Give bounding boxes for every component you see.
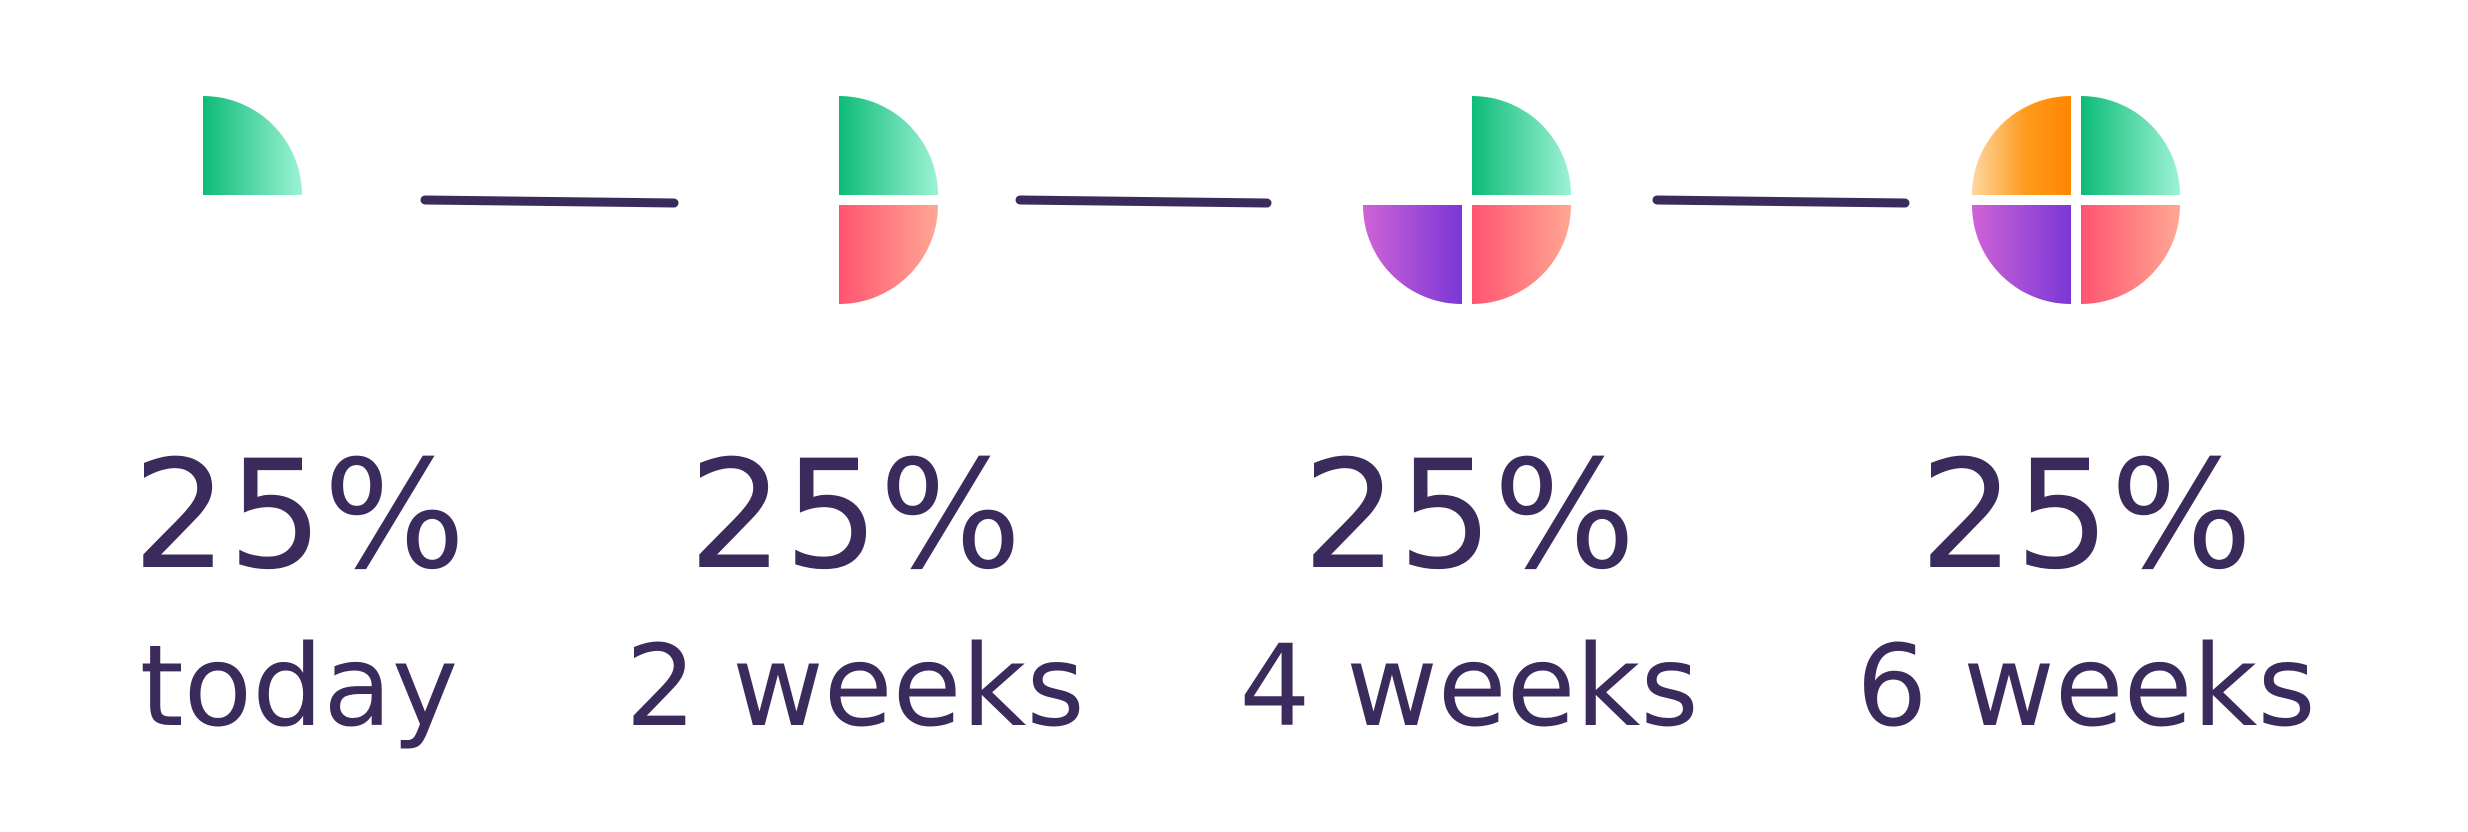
installment-label: 6 weeks — [1856, 622, 2315, 752]
pie-quarter — [1472, 96, 1571, 195]
pie-quarter — [1472, 205, 1571, 304]
pie-quarter — [2081, 205, 2180, 304]
pie-quarter — [2081, 96, 2180, 195]
installment-amount: 25% — [1919, 429, 2252, 603]
installment-amount: 25% — [688, 429, 1021, 603]
installment-label: 4 weeks — [1239, 622, 1698, 752]
installment-amount: 25% — [132, 429, 465, 603]
installment-label: 2 weeks — [625, 622, 1084, 752]
pie-quarter — [1972, 205, 2071, 304]
pie-quarter — [839, 205, 938, 304]
installment-amount: 25% — [1302, 429, 1635, 603]
installment-label: today — [140, 622, 458, 752]
connectors — [420, 195, 1910, 208]
connector — [420, 195, 679, 208]
pie-quarter — [839, 96, 938, 195]
pie-quarter — [1363, 205, 1462, 304]
connector — [1015, 195, 1272, 208]
pie-quarter — [203, 96, 302, 195]
connector — [1652, 195, 1910, 208]
pie-quarter — [1972, 96, 2071, 195]
